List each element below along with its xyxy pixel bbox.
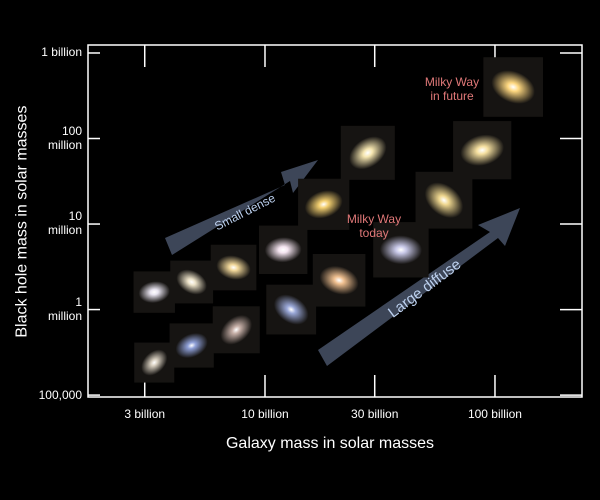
- x-tick-label: 100 billion: [467, 407, 522, 421]
- arrow-large-diffuse: [318, 208, 520, 366]
- annotation: Milky Way in future: [424, 75, 480, 104]
- plot-frame: [87, 44, 583, 398]
- galaxy: [424, 182, 464, 218]
- galaxy: [349, 136, 387, 170]
- galaxy: [175, 332, 208, 359]
- galaxy: [141, 349, 168, 376]
- arrow-small-dense: [165, 160, 318, 255]
- galaxy: [491, 70, 535, 104]
- y-tick-label: 1 billion: [41, 45, 82, 60]
- galaxy: [460, 134, 504, 166]
- galaxy: [138, 281, 170, 303]
- galaxy: [220, 314, 253, 345]
- x-tick-label: 10 billion: [241, 407, 289, 421]
- annotation: Milky Way today: [346, 212, 402, 241]
- galaxy: [176, 269, 207, 295]
- galaxy: [216, 255, 251, 280]
- y-tick-label: 100,000: [38, 387, 82, 402]
- y-tick-label: 10 million: [47, 209, 82, 238]
- galaxy: [264, 237, 302, 263]
- galaxy: [304, 190, 343, 219]
- galaxy: [379, 235, 422, 265]
- x-axis-label: Galaxy mass in solar masses: [225, 435, 435, 452]
- y-tick-label: 100 million: [47, 123, 82, 152]
- galaxy: [319, 265, 359, 295]
- y-tick-label: 1 million: [47, 294, 82, 323]
- x-tick-label: 30 billion: [351, 407, 399, 421]
- galaxy: [273, 294, 309, 325]
- x-tick-label: 3 billion: [124, 407, 166, 421]
